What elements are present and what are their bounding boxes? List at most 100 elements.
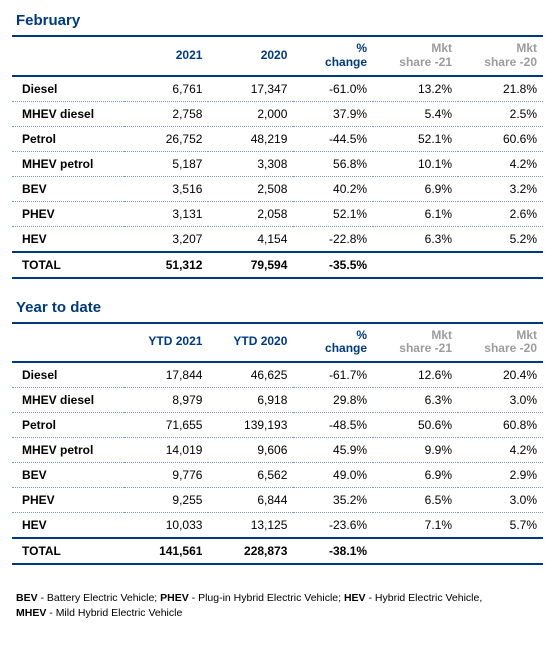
row-label: MHEV petrol (12, 151, 124, 176)
cell-value: 13.2% (373, 76, 458, 102)
column-header: Mktshare -21 (373, 36, 458, 76)
cell-value: 10,033 (124, 513, 209, 539)
total-value: -38.1% (293, 538, 373, 564)
table-row: BEV3,5162,50840.2%6.9%3.2% (12, 176, 543, 201)
cell-value: 2,058 (208, 201, 293, 226)
total-value (373, 538, 458, 564)
total-value: 79,594 (208, 252, 293, 278)
row-label: MHEV diesel (12, 101, 124, 126)
row-label: BEV (12, 463, 124, 488)
legend-abbr: HEV (344, 592, 366, 604)
cell-value: 26,752 (124, 126, 209, 151)
row-label: MHEV petrol (12, 438, 124, 463)
cell-value: 2,758 (124, 101, 209, 126)
cell-value: 52.1% (373, 126, 458, 151)
cell-value: 6,761 (124, 76, 209, 102)
total-value (373, 252, 458, 278)
cell-value: 9,776 (124, 463, 209, 488)
legend-full: Mild Hybrid Electric Vehicle (56, 607, 183, 619)
cell-value: 52.1% (293, 201, 373, 226)
cell-value: 2,000 (208, 101, 293, 126)
cell-value: 17,347 (208, 76, 293, 102)
row-label: Petrol (12, 126, 124, 151)
cell-value: 14,019 (124, 438, 209, 463)
column-header (12, 36, 124, 76)
cell-value: 13,125 (208, 513, 293, 539)
cell-value: 17,844 (124, 362, 209, 388)
cell-value: 3.0% (458, 388, 543, 413)
section-ytd: Year to dateYTD 2021YTD 2020%changeMktsh… (12, 299, 543, 566)
cell-value: -23.6% (293, 513, 373, 539)
section-feb: February 20212020%changeMktshare -21Mktsh… (12, 12, 543, 279)
cell-value: 56.8% (293, 151, 373, 176)
column-header: 2021 (124, 36, 209, 76)
cell-value: 4.2% (458, 438, 543, 463)
cell-value: 6.3% (373, 226, 458, 252)
column-header: 2020 (208, 36, 293, 76)
cell-value: 6.9% (373, 463, 458, 488)
cell-value: 6,918 (208, 388, 293, 413)
cell-value: -61.0% (293, 76, 373, 102)
cell-value: 6.5% (373, 488, 458, 513)
cell-value: 5.2% (458, 226, 543, 252)
cell-value: 139,193 (208, 413, 293, 438)
cell-value: 6.9% (373, 176, 458, 201)
cell-value: 50.6% (373, 413, 458, 438)
section-title: February (12, 12, 543, 29)
cell-value: 8,979 (124, 388, 209, 413)
table-row: MHEV petrol14,0199,60645.9%9.9%4.2% (12, 438, 543, 463)
cell-value: 6,844 (208, 488, 293, 513)
cell-value: 5.7% (458, 513, 543, 539)
table-row: HEV10,03313,125-23.6%7.1%5.7% (12, 513, 543, 539)
table-row: MHEV diesel8,9796,91829.8%6.3%3.0% (12, 388, 543, 413)
cell-value: 48,219 (208, 126, 293, 151)
cell-value: 29.8% (293, 388, 373, 413)
cell-value: 3,308 (208, 151, 293, 176)
row-label: Diesel (12, 362, 124, 388)
legend-full: - Battery Electric Vehicle; (38, 592, 161, 604)
total-value: 228,873 (208, 538, 293, 564)
cell-value: 35.2% (293, 488, 373, 513)
cell-value: 12.6% (373, 362, 458, 388)
total-value (458, 252, 543, 278)
table-row: Diesel17,84446,625-61.7%12.6%20.4% (12, 362, 543, 388)
cell-value: 20.4% (458, 362, 543, 388)
cell-value: 9,255 (124, 488, 209, 513)
data-table: 20212020%changeMktshare -21Mktshare -20D… (12, 35, 543, 279)
row-label: PHEV (12, 488, 124, 513)
cell-value: 2,508 (208, 176, 293, 201)
cell-value: -22.8% (293, 226, 373, 252)
table-row: HEV3,2074,154-22.8%6.3%5.2% (12, 226, 543, 252)
total-value: 51,312 (124, 252, 209, 278)
cell-value: 2.6% (458, 201, 543, 226)
cell-value: 3,516 (124, 176, 209, 201)
cell-value: 60.6% (458, 126, 543, 151)
table-row: PHEV3,1312,05852.1%6.1%2.6% (12, 201, 543, 226)
cell-value: 71,655 (124, 413, 209, 438)
column-header: Mktshare -20 (458, 323, 543, 363)
column-header: YTD 2021 (124, 323, 209, 363)
cell-value: 3.0% (458, 488, 543, 513)
cell-value: 5.4% (373, 101, 458, 126)
legend: BEV - Battery Electric Vehicle; PHEV - P… (12, 585, 543, 620)
cell-value: 60.8% (458, 413, 543, 438)
cell-value: 9.9% (373, 438, 458, 463)
total-value: -35.5% (293, 252, 373, 278)
cell-value: 4.2% (458, 151, 543, 176)
cell-value: 46,625 (208, 362, 293, 388)
column-header: Mktshare -20 (458, 36, 543, 76)
cell-value: 21.8% (458, 76, 543, 102)
cell-value: 2.9% (458, 463, 543, 488)
row-label: PHEV (12, 201, 124, 226)
row-label: HEV (12, 513, 124, 539)
legend-abbr: BEV (16, 592, 38, 604)
cell-value: 37.9% (293, 101, 373, 126)
cell-value: 45.9% (293, 438, 373, 463)
row-label: Diesel (12, 76, 124, 102)
column-header: Mktshare -21 (373, 323, 458, 363)
column-header: %change (293, 323, 373, 363)
cell-value: -48.5% (293, 413, 373, 438)
cell-value: 6.3% (373, 388, 458, 413)
total-label: TOTAL (12, 252, 124, 278)
row-label: Petrol (12, 413, 124, 438)
